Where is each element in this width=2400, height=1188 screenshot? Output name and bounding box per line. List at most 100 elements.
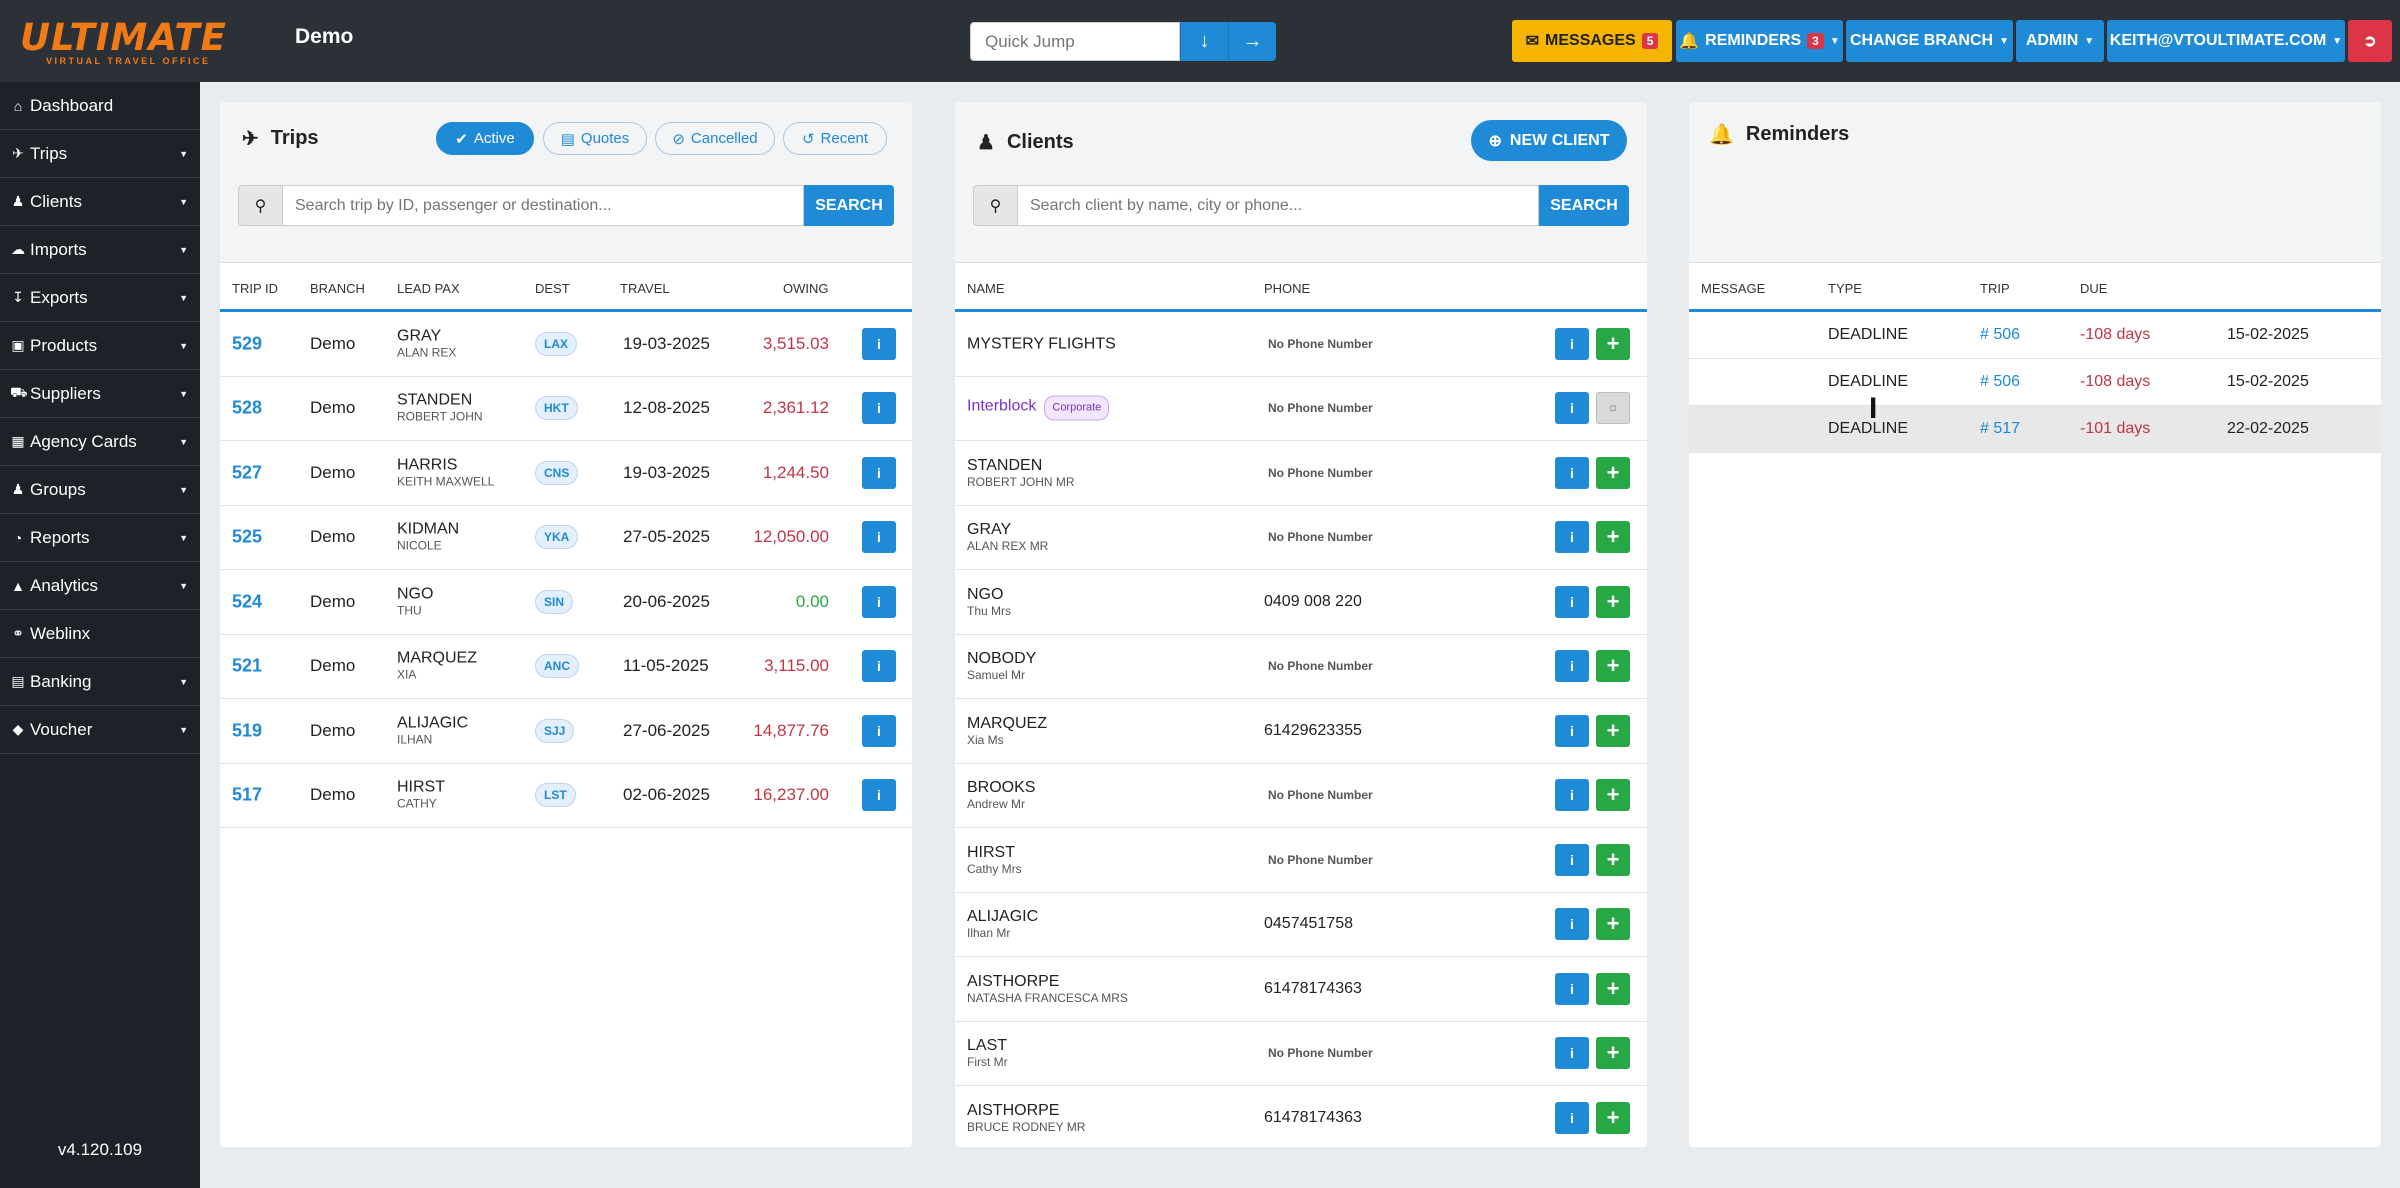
- info-button[interactable]: i: [1555, 1101, 1589, 1134]
- add-trip-button[interactable]: +: [1596, 327, 1630, 360]
- client-name[interactable]: LAST: [967, 1036, 1008, 1055]
- info-button[interactable]: i: [862, 585, 896, 618]
- list-item[interactable]: LAST First Mr No Phone Number i +: [955, 1022, 1647, 1086]
- trip-id-link[interactable]: 521: [232, 655, 263, 676]
- clients-search-input[interactable]: [1018, 185, 1539, 226]
- client-name[interactable]: AISTHORPE: [967, 972, 1128, 991]
- table-row[interactable]: 529 Demo GRAY ALAN REX LAX 19-03-2025 3,515.03…: [220, 312, 912, 377]
- add-trip-button[interactable]: +: [1596, 779, 1630, 812]
- sidebar-item-dashboard[interactable]: ⌂ Dashboard: [0, 82, 200, 130]
- table-row[interactable]: 521 Demo MARQUEZ XIA ANC 11-05-2025 3,115.00 i: [220, 635, 912, 699]
- client-name[interactable]: STANDEN: [967, 456, 1075, 475]
- add-trip-button[interactable]: +: [1596, 843, 1630, 876]
- sidebar-item-reports[interactable]: ◔ Reports ▼: [0, 514, 200, 562]
- change-branch-button[interactable]: CHANGE BRANCH ▼: [1846, 20, 2013, 62]
- trip-id-link[interactable]: 529: [232, 333, 263, 354]
- table-row[interactable]: 519 Demo ALIJAGIC ILHAN SJJ 27-06-2025 14,877.…: [220, 699, 912, 764]
- filter-quotes[interactable]: ▤ Quotes: [543, 122, 647, 155]
- info-button[interactable]: i: [1555, 585, 1589, 618]
- add-trip-button[interactable]: +: [1596, 714, 1630, 747]
- info-button[interactable]: i: [1555, 650, 1589, 683]
- add-trip-button[interactable]: +: [1596, 456, 1630, 489]
- table-row[interactable]: 517 Demo HIRST CATHY LST 02-06-2025 16,237.00 i: [220, 764, 912, 828]
- reminder-trip-link[interactable]: # 506: [1980, 373, 2021, 390]
- quick-jump-input[interactable]: [970, 22, 1180, 61]
- add-trip-button[interactable]: +: [1596, 1037, 1630, 1070]
- trips-search-button[interactable]: SEARCH: [804, 185, 894, 226]
- list-item[interactable]: NGO Thu Mrs 0409 008 220 i +: [955, 570, 1647, 635]
- info-button[interactable]: i: [1555, 456, 1589, 489]
- client-name[interactable]: HIRST: [967, 843, 1022, 862]
- add-trip-button[interactable]: +: [1596, 521, 1630, 554]
- logo[interactable]: ULTIMATE VIRTUAL TRAVEL OFFICE: [20, 19, 265, 66]
- list-item[interactable]: AISTHORPE NATASHA FRANCESCA MRS 6147817436…: [955, 957, 1647, 1022]
- list-item[interactable]: NOBODY Samuel Mr No Phone Number i +: [955, 635, 1647, 699]
- user-menu-button[interactable]: KEITH@VTOULTIMATE.COM ▼: [2107, 20, 2345, 62]
- info-button[interactable]: i: [862, 521, 896, 554]
- sidebar-item-clients[interactable]: ♟ Clients ▼: [0, 178, 200, 226]
- list-item[interactable]: STANDEN ROBERT JOHN MR No Phone Number i +: [955, 441, 1647, 506]
- info-button[interactable]: i: [1555, 327, 1589, 360]
- reminders-button[interactable]: 🔔 REMINDERS 3 ▼: [1676, 20, 1843, 62]
- info-button[interactable]: i: [1555, 843, 1589, 876]
- trip-id-link[interactable]: 517: [232, 784, 263, 805]
- filter-recent[interactable]: ↺ Recent: [783, 122, 887, 155]
- trip-id-link[interactable]: 528: [232, 397, 263, 418]
- admin-button[interactable]: ADMIN ▼: [2016, 20, 2104, 62]
- trip-id-link[interactable]: 527: [232, 462, 263, 483]
- client-name[interactable]: NGO: [967, 585, 1011, 604]
- add-trip-button[interactable]: +: [1596, 1101, 1630, 1134]
- client-name[interactable]: NOBODY: [967, 649, 1036, 668]
- logout-button[interactable]: ➲: [2348, 20, 2392, 62]
- info-button[interactable]: i: [862, 650, 896, 683]
- info-button[interactable]: i: [862, 392, 896, 425]
- add-trip-button[interactable]: +: [1596, 650, 1630, 683]
- arrow-right-icon[interactable]: →: [1228, 22, 1276, 61]
- sidebar-item-groups[interactable]: ♟ Groups ▼: [0, 466, 200, 514]
- table-row[interactable]: 528 Demo STANDEN ROBERT JOHN HKT 12-08-2025 2,…: [220, 377, 912, 441]
- add-trip-button[interactable]: +: [1596, 908, 1630, 941]
- table-row[interactable]: 525 Demo KIDMAN NICOLE YKA 27-05-2025 12,050.0…: [220, 506, 912, 570]
- client-name[interactable]: ALIJAGIC: [967, 907, 1038, 926]
- sidebar-item-voucher[interactable]: ◆ Voucher ▼: [0, 706, 200, 754]
- trips-search-input[interactable]: [283, 185, 804, 226]
- disabled-button[interactable]: ▫: [1596, 392, 1630, 425]
- list-item[interactable]: Interblock Corporate No Phone Number i ▫: [955, 377, 1647, 441]
- sidebar-item-imports[interactable]: ☁ Imports ▼: [0, 226, 200, 274]
- trip-id-link[interactable]: 524: [232, 591, 263, 612]
- messages-button[interactable]: ✉ MESSAGES 5: [1512, 20, 1672, 62]
- list-item[interactable]: BROOKS Andrew Mr No Phone Number i +: [955, 764, 1647, 828]
- client-name[interactable]: AISTHORPE: [967, 1101, 1085, 1120]
- list-item[interactable]: HIRST Cathy Mrs No Phone Number i +: [955, 828, 1647, 893]
- new-client-button[interactable]: ⊕ NEW CLIENT: [1471, 120, 1627, 161]
- info-button[interactable]: i: [862, 714, 896, 747]
- filter-cancelled[interactable]: ⊘ Cancelled: [655, 122, 775, 155]
- info-button[interactable]: i: [1555, 714, 1589, 747]
- list-item[interactable]: GRAY ALAN REX MR No Phone Number i +: [955, 506, 1647, 570]
- arrow-down-icon[interactable]: ↓: [1180, 22, 1228, 61]
- table-row[interactable]: DEADLINE # 506 -108 days 15-02-2025: [1689, 312, 2381, 359]
- reminder-trip-link[interactable]: # 506: [1980, 326, 2021, 343]
- add-trip-button[interactable]: +: [1596, 972, 1630, 1005]
- list-item[interactable]: ALIJAGIC Ilhan Mr 0457451758 i +: [955, 893, 1647, 957]
- list-item[interactable]: AISTHORPE BRUCE RODNEY MR 61478174363 i +: [955, 1086, 1647, 1147]
- sidebar-item-suppliers[interactable]: ⛟ Suppliers ▼: [0, 370, 200, 418]
- sidebar-item-analytics[interactable]: ▲ Analytics ▼: [0, 562, 200, 610]
- client-name[interactable]: MARQUEZ: [967, 714, 1047, 733]
- add-trip-button[interactable]: +: [1596, 585, 1630, 618]
- sidebar-item-trips[interactable]: ✈ Trips ▼: [0, 130, 200, 178]
- info-button[interactable]: i: [1555, 521, 1589, 554]
- info-button[interactable]: i: [1555, 908, 1589, 941]
- table-row[interactable]: DEADLINE # 517 -101 days 22-02-2025: [1689, 406, 2381, 453]
- sidebar-item-products[interactable]: ▣ Products ▼: [0, 322, 200, 370]
- info-button[interactable]: i: [1555, 972, 1589, 1005]
- trip-id-link[interactable]: 519: [232, 720, 263, 741]
- client-name[interactable]: MYSTERY FLIGHTS: [967, 334, 1116, 353]
- reminder-trip-link[interactable]: # 517: [1980, 420, 2021, 437]
- sidebar-item-exports[interactable]: ↧ Exports ▼: [0, 274, 200, 322]
- info-button[interactable]: i: [1555, 1037, 1589, 1070]
- info-button[interactable]: i: [1555, 779, 1589, 812]
- clients-search-button[interactable]: SEARCH: [1539, 185, 1629, 226]
- info-button[interactable]: i: [862, 456, 896, 489]
- sidebar-item-banking[interactable]: ▤ Banking ▼: [0, 658, 200, 706]
